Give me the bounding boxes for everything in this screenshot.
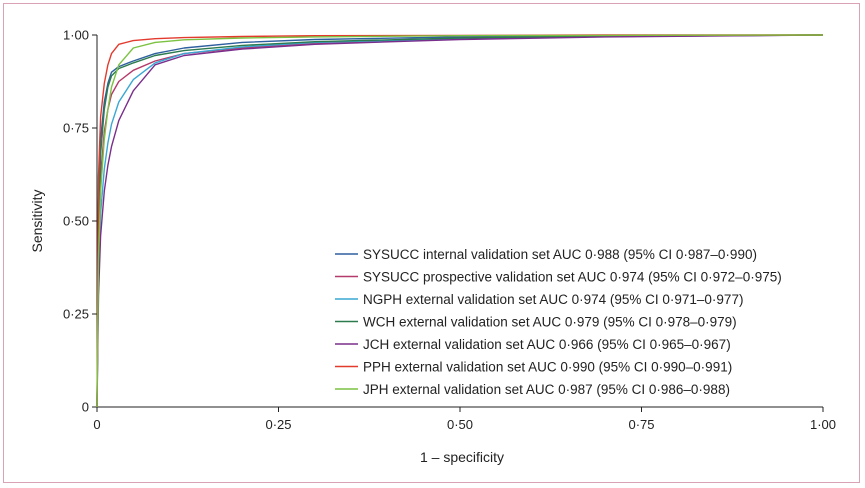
y-ticks: 0 0·25 0·50 0·75 1·00 [63, 28, 97, 415]
series-lines [96, 34, 824, 408]
x-ticks: 0 0·25 0·50 0·75 1·00 [93, 407, 836, 432]
y-tick-label: 1·00 [63, 28, 89, 43]
x-tick-label: 1·00 [810, 417, 836, 432]
x-tick-label: 0·75 [628, 417, 654, 432]
legend-entry: SYSUCC prospective validation set AUC 0·… [363, 270, 782, 285]
series-line [96, 34, 824, 408]
y-tick-label: 0·25 [63, 307, 89, 322]
y-tick-label: 0·50 [63, 214, 89, 229]
y-tick-label: 0 [82, 400, 89, 415]
figure-frame [3, 3, 860, 483]
y-axis-label: Sensitivity [29, 189, 45, 252]
series-line [96, 34, 824, 408]
series-line [96, 34, 824, 408]
legend-entry: PPH external validation set AUC 0·990 (9… [363, 360, 732, 375]
legend-entry: SYSUCC internal validation set AUC 0·988… [363, 247, 757, 262]
legend-entry: JCH external validation set AUC 0·966 (9… [363, 337, 731, 352]
x-tick-label: 0 [93, 417, 100, 432]
x-axis-label: 1 – specificity [420, 449, 504, 465]
legend-entry: WCH external validation set AUC 0·979 (9… [363, 315, 737, 330]
y-tick-label: 0·75 [63, 121, 89, 136]
legend: SYSUCC internal validation set AUC 0·988… [335, 247, 782, 397]
series-line [96, 34, 824, 408]
x-tick-label: 0·25 [265, 417, 291, 432]
x-tick-label: 0·50 [447, 417, 473, 432]
legend-entry: JPH external validation set AUC 0·987 (9… [363, 382, 730, 397]
legend-entry: NGPH external validation set AUC 0·974 (… [363, 292, 743, 307]
